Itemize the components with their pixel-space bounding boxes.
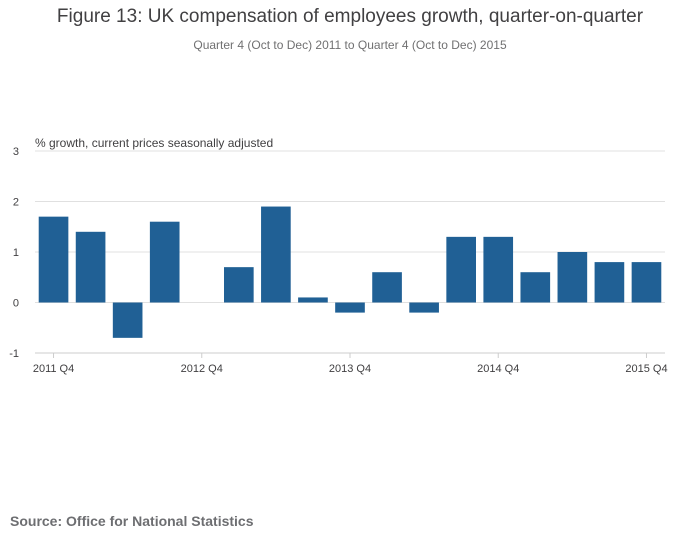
bar [149, 221, 180, 303]
x-tick-label: 2013 Q4 [329, 363, 371, 375]
x-tick-label: 2011 Q4 [33, 363, 74, 375]
bar [38, 216, 69, 303]
x-tick-label: 2012 Q4 [181, 363, 223, 375]
y-tick-label: 2 [13, 197, 19, 209]
y-axis-label: % growth, current prices seasonally adju… [35, 136, 273, 150]
source-note: Source: Office for National Statistics [10, 513, 254, 529]
x-axis-ticks: 2011 Q4 2012 Q4 2013 Q4 2014 Q4 2015 Q4 [33, 353, 668, 375]
bar [261, 206, 291, 303]
y-tick-label: -1 [9, 348, 19, 360]
bar [483, 236, 514, 303]
bar [112, 302, 143, 338]
bar [224, 267, 254, 303]
bar [75, 231, 106, 303]
bar [520, 272, 551, 303]
bar [631, 262, 662, 303]
chart-subtitle: Quarter 4 (Oct to Dec) 2011 to Quarter 4… [193, 38, 507, 52]
x-tick-label: 2015 Q4 [625, 363, 667, 375]
chart-title: Figure 13: UK compensation of employees … [56, 6, 644, 27]
y-tick-label: 0 [13, 298, 19, 310]
y-tick-label: 3 [13, 146, 19, 158]
bars [38, 206, 662, 338]
bar [298, 297, 328, 303]
y-tick-label: 1 [13, 247, 19, 259]
bar [372, 272, 402, 303]
bar [594, 262, 625, 303]
y-axis-ticks: 3 2 1 0 -1 [9, 146, 19, 360]
bar [446, 236, 476, 303]
x-tick-label: 2014 Q4 [477, 363, 519, 375]
bar [335, 302, 365, 313]
bar [557, 252, 588, 303]
bar [409, 302, 439, 313]
